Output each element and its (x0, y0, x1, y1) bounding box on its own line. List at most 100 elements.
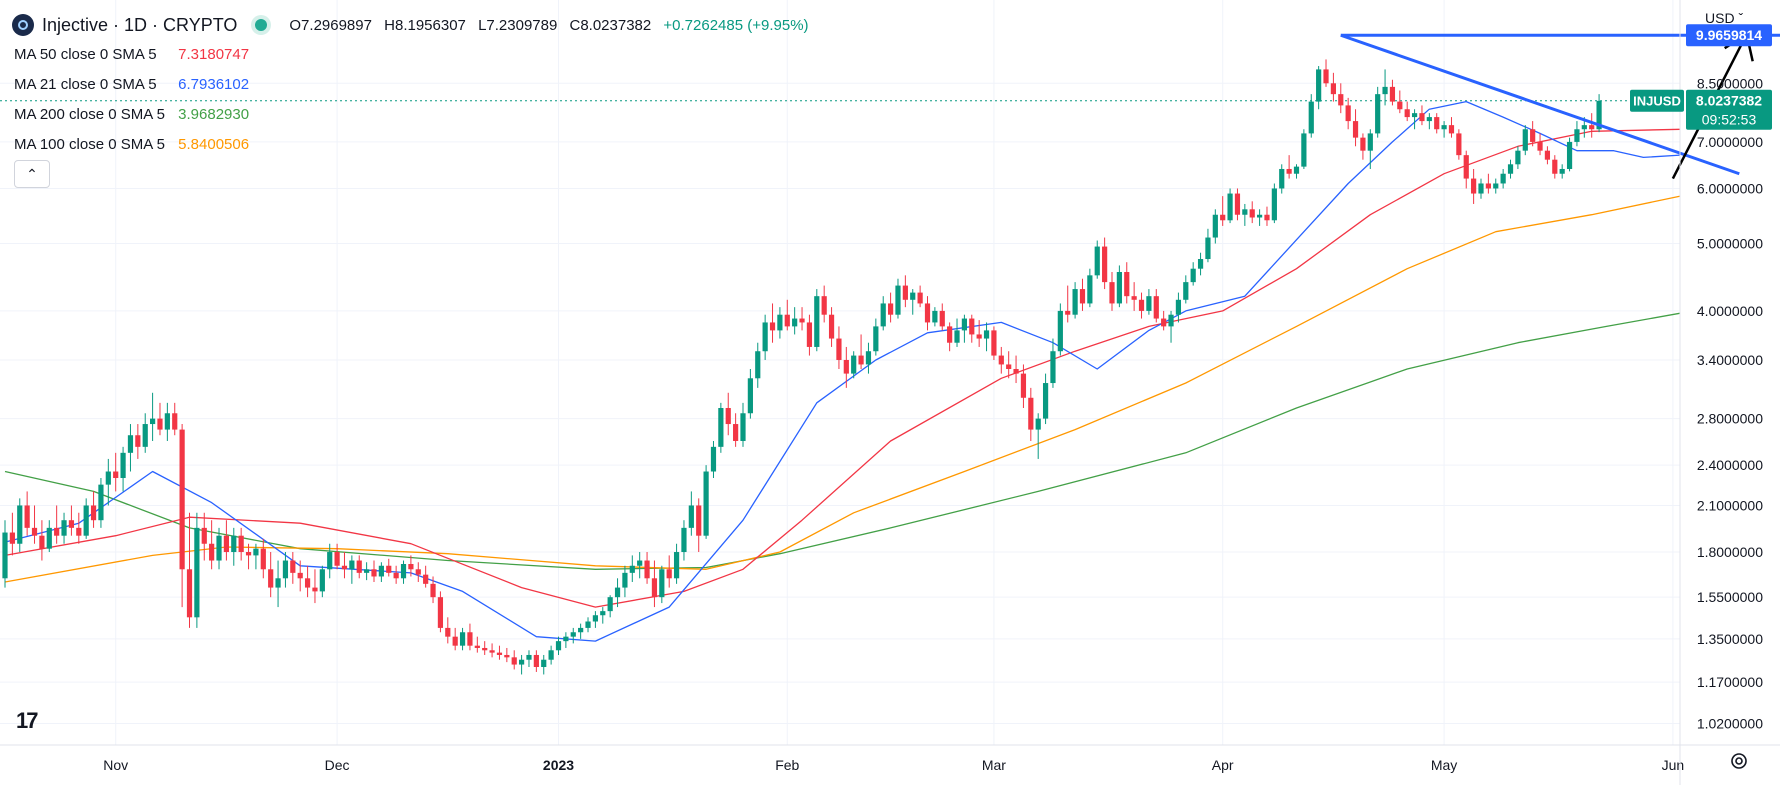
candle-body (910, 292, 916, 300)
candle-body (341, 565, 348, 570)
market-status-icon[interactable] (255, 19, 268, 31)
candle-body (1153, 296, 1159, 319)
candle-body (873, 326, 879, 352)
candle-body (1065, 310, 1071, 315)
current-price-badge (1686, 89, 1772, 130)
candle-body (1478, 183, 1484, 194)
candle-body (1500, 173, 1506, 184)
candle-body (592, 615, 598, 622)
chart-legend: Injective · 1D · CRYPTO O7.2969897 H8.19… (0, 0, 1200, 200)
time-tick-label: 2023 (543, 757, 574, 773)
candle-body (68, 520, 75, 528)
candle-body (526, 654, 532, 660)
symbol-title[interactable]: Injective · 1D · CRYPTO (42, 14, 238, 35)
candle-body (1028, 397, 1034, 430)
candle-body (784, 314, 790, 327)
candle-body (1544, 150, 1551, 160)
tradingview-logo-icon[interactable]: 17 (16, 708, 39, 733)
candle-body (1242, 209, 1248, 215)
candle-body (452, 636, 458, 646)
candle-body (1367, 133, 1373, 151)
resistance-price-badge (1686, 24, 1772, 47)
candle-body (976, 334, 982, 339)
candle-body (489, 650, 495, 653)
indicator-label: MA 200 close 0 SMA 5 (14, 106, 165, 123)
indicator-ma50[interactable]: MA 50 close 0 SMA 5 7.3180747 (14, 46, 249, 63)
candle-body (1448, 125, 1455, 134)
chevron-down-icon: ˇ (1738, 10, 1744, 26)
candle-body (349, 560, 355, 570)
candle-body (947, 326, 953, 343)
candle-body (895, 285, 901, 315)
candle-body (297, 572, 303, 579)
indicator-ma100[interactable]: MA 100 close 0 SMA 5 5.8400506 (14, 136, 249, 153)
indicator-value: 6.7936102 (178, 76, 250, 93)
candle-body (1102, 246, 1108, 283)
open-value: O7.2969897 (289, 16, 372, 34)
candle-body (991, 330, 997, 356)
candle-body (312, 587, 318, 592)
price-tick-label: 1.5500000 (1697, 589, 1763, 605)
candle-body (327, 552, 333, 570)
candle-body (1389, 86, 1396, 102)
candle-body (1183, 282, 1189, 300)
change-value: +0.7262485 (+9.95%) (663, 16, 809, 34)
candle-body (1116, 272, 1122, 304)
candle-body (1212, 214, 1218, 238)
candle-body (733, 424, 739, 441)
low-value: L7.2309789 (478, 16, 558, 34)
candle-body (637, 560, 643, 566)
candle-body (98, 484, 104, 521)
price-tick-label: 1.8000000 (1697, 544, 1763, 560)
candle-body (585, 621, 591, 628)
candle-body (1050, 351, 1056, 384)
indicator-ma200[interactable]: MA 200 close 0 SMA 5 3.9682930 (14, 106, 249, 123)
candle-body (821, 296, 827, 315)
currency-selector[interactable]: USD ˇ (1705, 10, 1743, 26)
indicator-value: 5.8400506 (178, 136, 250, 153)
candle-body (932, 310, 938, 323)
gear-icon[interactable] (1728, 750, 1750, 772)
candle-body (917, 292, 923, 304)
candle-body (1574, 129, 1580, 142)
price-tick-label: 2.4000000 (1697, 457, 1763, 473)
candle-body (1006, 364, 1012, 369)
indicator-value: 3.9682930 (178, 106, 250, 123)
candle-body (851, 355, 857, 374)
time-tick-label: Jun (1662, 757, 1685, 773)
candle-body (1042, 383, 1049, 419)
candle-body (769, 322, 776, 331)
candle-body (740, 413, 746, 441)
candle-body (1072, 289, 1078, 315)
candle-body (629, 565, 635, 573)
price-tick-label: 1.3500000 (1697, 631, 1763, 647)
indicator-ma21[interactable]: MA 21 close 0 SMA 5 6.7936102 (14, 76, 249, 93)
candle-body (393, 572, 399, 579)
ohlc-values: O7.2969897 H8.1956307 L7.2309789 C8.0237… (289, 17, 816, 34)
time-tick-label: May (1431, 757, 1457, 773)
candle-body (2, 532, 8, 579)
candle-body (880, 303, 886, 327)
candle-body (1434, 117, 1440, 130)
countdown-label: 09:52:53 (1702, 112, 1757, 128)
candle-body (888, 303, 894, 315)
price-tick-label: 7.0000000 (1697, 134, 1763, 150)
candle-body (939, 310, 945, 327)
candle-body (1323, 69, 1329, 84)
candle-body (496, 652, 503, 655)
candle-body (792, 318, 798, 327)
candle-body (747, 378, 753, 414)
collapse-legend-button[interactable]: ⌃ (14, 160, 50, 188)
candle-body (437, 597, 444, 628)
time-tick-label: Mar (982, 757, 1006, 773)
candle-body (858, 355, 864, 365)
candle-body (290, 560, 296, 573)
time-tick-label: Nov (103, 757, 128, 773)
symbol-header[interactable]: Injective · 1D · CRYPTO O7.2969897 H8.19… (12, 12, 817, 38)
candle-body (76, 527, 82, 536)
symbol-badge-label: INJUSD (1633, 94, 1681, 109)
candle-body (666, 569, 672, 579)
